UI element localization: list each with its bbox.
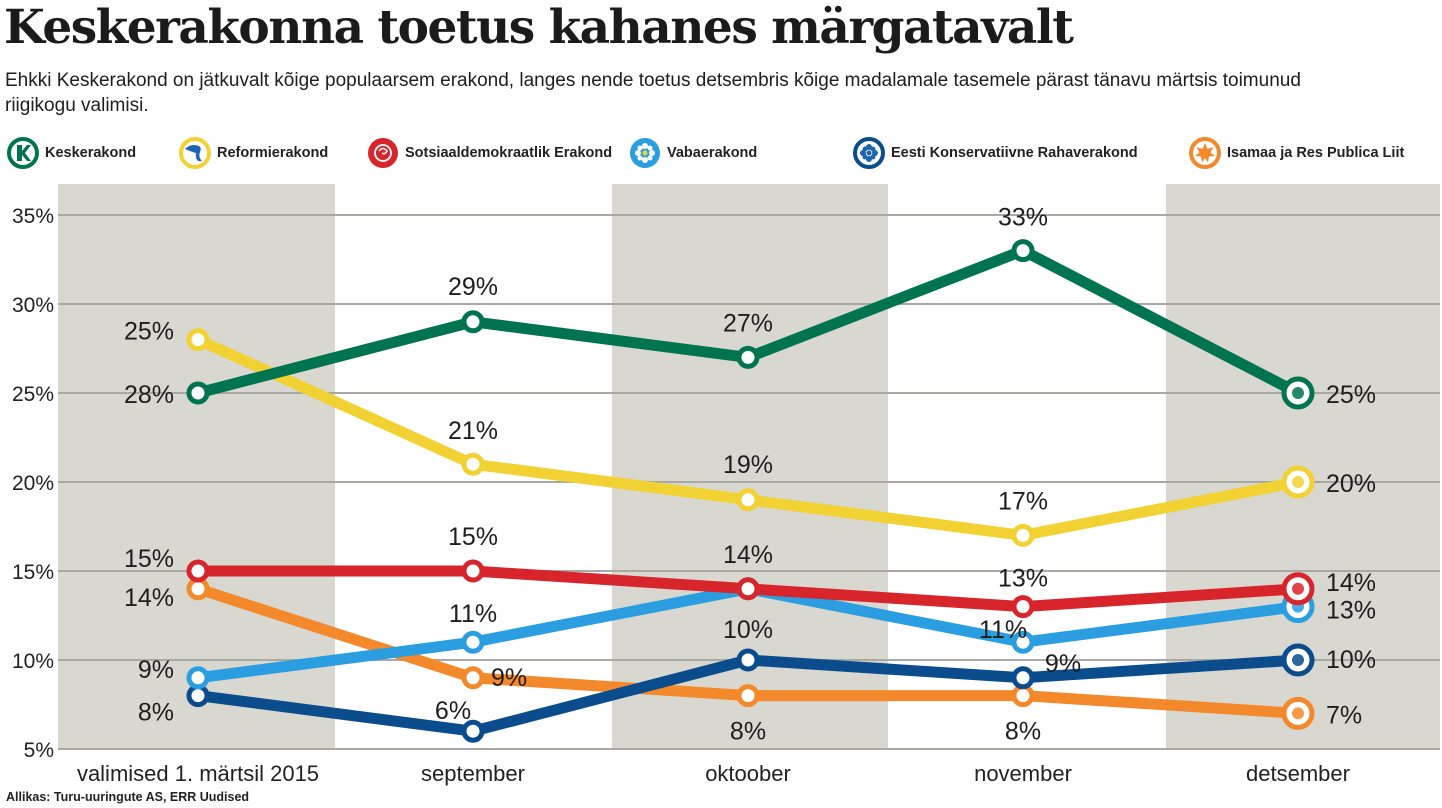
data-point (736, 345, 760, 369)
y-tick-label: 20% (12, 472, 54, 495)
x-tick-label: detsember (1246, 761, 1350, 786)
x-tick-label: november (974, 761, 1072, 786)
data-label: 7% (1326, 701, 1362, 729)
end-logo-icon (1292, 582, 1304, 595)
data-label: 10% (723, 616, 773, 644)
end-logo-icon (1292, 387, 1304, 399)
data-point (461, 452, 485, 476)
data-label: 8% (1005, 718, 1041, 746)
data-point (736, 648, 760, 672)
legend-item-reformierakond: Reformierakond (176, 136, 328, 170)
data-point (1011, 630, 1035, 654)
data-point (1011, 523, 1035, 547)
data-label: 10% (1326, 646, 1376, 674)
data-label: 29% (448, 273, 498, 301)
data-label: 14% (124, 584, 174, 612)
data-point (1011, 239, 1035, 263)
data-point (736, 684, 760, 708)
data-label: 25% (1326, 381, 1376, 409)
legend-item-sotsiaaldemokraadid: Sotsiaaldemokraatlik Erakond (364, 136, 612, 170)
data-label: 8% (730, 718, 766, 746)
data-point (186, 328, 210, 352)
data-label: 8% (138, 699, 174, 727)
flower-icon (630, 138, 660, 168)
data-point (1011, 666, 1035, 690)
data-label: 15% (448, 523, 498, 551)
data-point (461, 719, 485, 743)
y-tick-label: 10% (12, 650, 54, 673)
data-label: 9% (138, 656, 174, 684)
chart-subtitle: Ehkki Keskerakond on jätkuvalt kõige pop… (5, 70, 1301, 116)
reformierakond-squirrel-icon (179, 137, 211, 169)
data-point (186, 666, 210, 690)
data-point (1011, 595, 1035, 619)
data-label: 15% (124, 545, 174, 573)
data-label: 14% (723, 541, 773, 569)
source-note: Allikas: Turu-uuringute AS, ERR Uudised (6, 790, 250, 804)
y-tick-label: 25% (12, 383, 54, 406)
legend-item-irl: Isamaa ja Res Publica Liit (1186, 136, 1404, 170)
data-label: 27% (723, 309, 773, 337)
data-point (736, 488, 760, 512)
data-label: 20% (1326, 470, 1376, 498)
end-logo-icon (1292, 654, 1304, 666)
data-label: 6% (435, 697, 471, 725)
data-point (186, 559, 210, 583)
legend: Keskerakond Reformierakond Sotsiaaldemok… (4, 136, 1442, 170)
data-point (461, 666, 485, 690)
data-label: 28% (124, 381, 174, 409)
star-icon (1189, 137, 1221, 169)
data-label: 14% (1326, 569, 1376, 597)
x-tick-label: oktoober (705, 761, 791, 786)
data-label: 9% (491, 664, 527, 692)
data-label: 13% (1326, 597, 1376, 625)
line-chart: 5% 10% 15% 20% 25% 30% 35% valimised 1. märtsil… (12, 184, 1440, 786)
chart-title: Keskerakonna toetus kahanes märgatavalt (4, 0, 1074, 55)
data-label: 9% (1045, 650, 1081, 678)
legend-label: Reformierakond (217, 145, 329, 161)
legend-item-keskerakond: Keskerakond (4, 136, 136, 170)
legend-item-ekre: Eesti Konservatiivne Rahaverakond (850, 136, 1138, 170)
y-tick-label: 30% (12, 294, 54, 317)
x-tick-label: valimised 1. märtsil 2015 (77, 761, 319, 786)
end-logo-icon (1292, 707, 1304, 720)
legend-item-vabaerakond: Vabaerakond (626, 136, 757, 170)
legend-label: Eesti Konservatiivne Rahaverakond (891, 145, 1138, 161)
y-tick-label: 5% (24, 739, 54, 762)
data-label: 11% (449, 600, 497, 628)
y-tick-label: 15% (12, 561, 54, 584)
legend-label: Isamaa ja Res Publica Liit (1227, 145, 1405, 161)
rose-icon (368, 138, 398, 168)
legend-label: Keskerakond (45, 145, 137, 161)
data-label: 13% (998, 565, 1048, 593)
cornflower-icon (853, 137, 885, 169)
data-point (461, 630, 485, 654)
keskerakond-logo-icon (7, 137, 39, 169)
data-label: 11% (979, 616, 1027, 644)
y-tick-label: 35% (12, 205, 54, 228)
data-point (736, 577, 760, 601)
data-label: 21% (448, 417, 498, 445)
legend-label: Vabaerakond (667, 145, 758, 161)
shaded-band (58, 184, 335, 750)
data-label: 17% (998, 487, 1048, 515)
data-point (461, 559, 485, 583)
legend-label: Sotsiaaldemokraatlik Erakond (405, 145, 613, 161)
data-label: 19% (723, 451, 773, 479)
data-point (186, 381, 210, 405)
end-logo-icon (1292, 476, 1304, 488)
data-label: 25% (124, 318, 174, 346)
data-label: 33% (998, 204, 1048, 232)
data-point (461, 310, 485, 334)
x-tick-label: september (421, 761, 525, 786)
